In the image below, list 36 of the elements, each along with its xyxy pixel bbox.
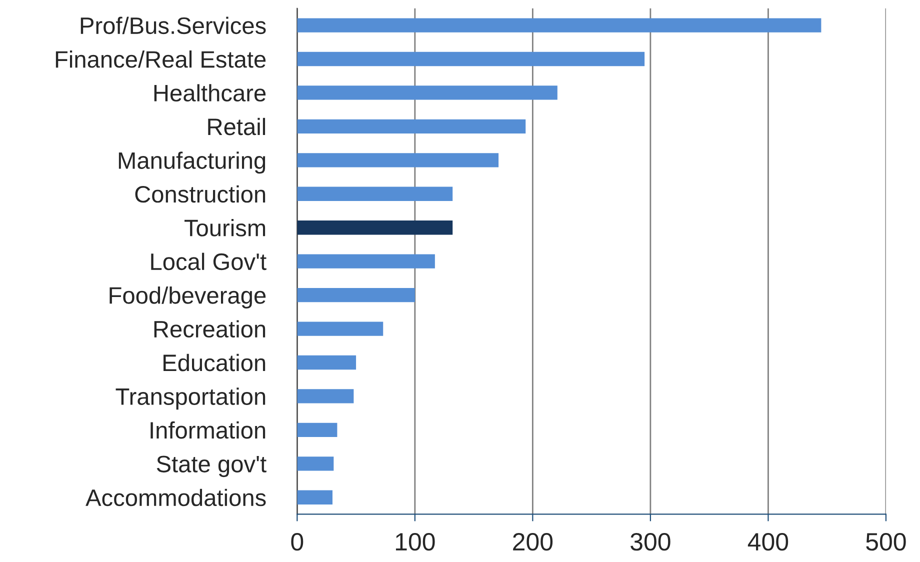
- x-tick-label: 0: [291, 532, 304, 551]
- y-tick-label: Construction: [135, 185, 266, 203]
- bar: [297, 186, 453, 201]
- y-tick-label: Healthcare: [154, 84, 266, 102]
- y-tick-label: Local Gov't: [151, 252, 266, 270]
- bar: [297, 490, 332, 504]
- bar: [297, 153, 499, 168]
- bar: [297, 422, 338, 438]
- y-tick-label: Food/beverage: [110, 286, 266, 309]
- y-tick-label: Prof/Bus.Services: [80, 16, 266, 34]
- bar: [297, 86, 558, 100]
- bar: [297, 52, 645, 66]
- bar: [297, 456, 334, 471]
- y-tick-label: State gov't: [156, 456, 266, 478]
- bar: [297, 389, 354, 404]
- x-tick-label: 200: [513, 532, 553, 551]
- y-tick-label: Information: [150, 421, 266, 439]
- y-tick-label: Transportation: [116, 388, 266, 410]
- bar: [297, 220, 453, 235]
- bar: [297, 119, 526, 134]
- y-tick-label: Finance/Real Estate: [56, 50, 266, 68]
- x-tick-label: 300: [630, 532, 670, 551]
- bar: [297, 18, 822, 32]
- bar: [297, 288, 415, 302]
- y-tick-label: Recreation: [154, 320, 266, 338]
- y-tick-label: Education: [164, 354, 266, 372]
- x-tick-label: 400: [748, 532, 788, 551]
- y-tick-label: Accommodations: [86, 488, 266, 506]
- bar: [297, 322, 384, 336]
- y-tick-label: Manufacturing: [118, 152, 266, 174]
- y-tick-label: Tourism: [184, 219, 266, 236]
- bar: [297, 254, 435, 268]
- x-tick-label: 100: [396, 532, 435, 551]
- y-tick-label: Retail: [208, 118, 266, 136]
- bar: [297, 355, 356, 370]
- x-tick-label: 500: [866, 532, 906, 551]
